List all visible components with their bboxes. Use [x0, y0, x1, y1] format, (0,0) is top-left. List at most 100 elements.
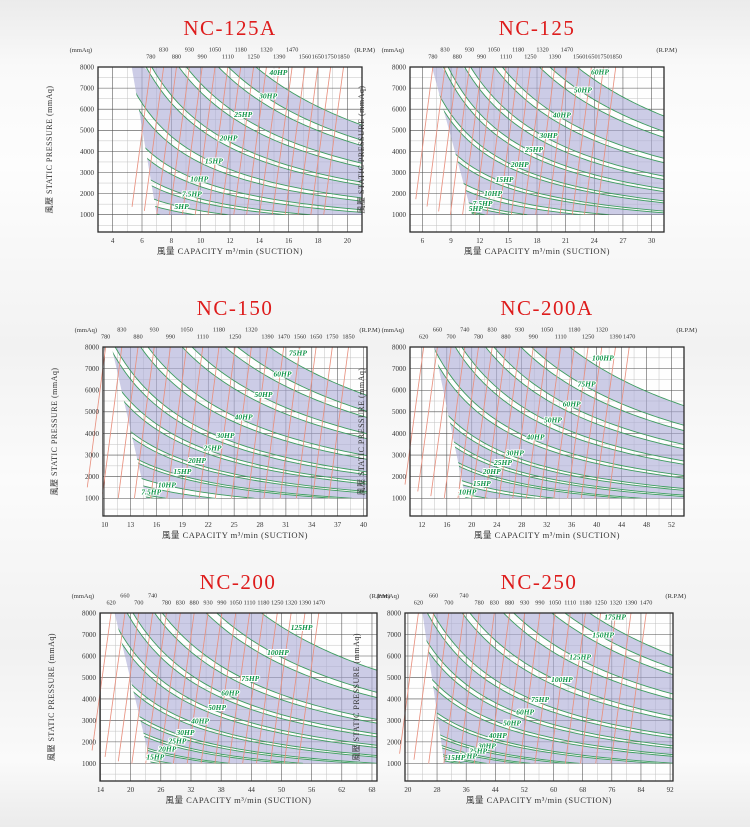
- rpm-lines: [131, 66, 344, 215]
- x-tick-label: 34: [308, 521, 316, 529]
- rpm-unit-label: (R.P.M): [665, 593, 686, 600]
- rpm-tick-label: 1250: [229, 334, 241, 341]
- hp-label: 25HP: [493, 458, 512, 467]
- rpm-tick-label: 1050: [549, 600, 561, 607]
- x-tick-label: 4: [111, 237, 115, 245]
- rpm-tick-label: 990: [166, 334, 175, 341]
- hp-label: 10HP: [458, 487, 476, 496]
- rpm-tick-label: 700: [446, 334, 455, 341]
- rpm-tick-label: 830: [159, 47, 168, 54]
- x-tick-label: 16: [443, 521, 451, 529]
- rpm-tick-label: 830: [176, 600, 185, 607]
- chart-title-nc-200: NC-200: [199, 570, 277, 594]
- rpm-tick-label: 1050: [230, 600, 242, 607]
- rpm-tick-label: 620: [106, 600, 115, 607]
- hp-bands: [434, 347, 684, 499]
- rpm-tick-label: 1560: [573, 54, 585, 61]
- x-tick-label: 10: [101, 521, 109, 529]
- rpm-tick-label: 1470: [640, 600, 652, 607]
- rpm-tick-label: 1250: [582, 334, 594, 341]
- hp-label: 15HP: [205, 157, 223, 166]
- hp-label: 30HP: [505, 449, 524, 458]
- rpm-tick-label: 700: [134, 600, 143, 607]
- hp-label: 60HP: [273, 369, 291, 378]
- x-tick-label: 38: [218, 786, 226, 794]
- y-tick-label: 4000: [392, 148, 407, 156]
- hp-label: 20HP: [219, 133, 238, 142]
- rpm-tick-label: 930: [465, 47, 474, 54]
- rpm-tick-label: 1180: [257, 600, 269, 607]
- hp-label: 30HP: [216, 431, 235, 440]
- y-axis-title: 風壓 STATIC PRESSURE (mmAq): [352, 633, 361, 761]
- rpm-tick-label: 880: [505, 600, 514, 607]
- y-tick-label: 7000: [82, 631, 97, 639]
- x-axis-title: 風量 CAPACITY m³/min (SUCTION): [162, 530, 308, 540]
- rpm-tick-label: 990: [529, 334, 538, 341]
- pressure-unit-label: (mmAq): [382, 47, 404, 54]
- hp-label: 100HP: [267, 648, 289, 657]
- y-tick-label: 5000: [387, 674, 402, 682]
- rpm-tick-label: 990: [198, 54, 207, 61]
- rpm-tick-label: 1650: [585, 54, 597, 61]
- y-tick-label: 3000: [392, 451, 407, 459]
- rpm-tick-label: 660: [120, 593, 129, 600]
- x-tick-label: 56: [308, 786, 316, 794]
- rpm-tick-label: 930: [515, 327, 524, 334]
- hp-label: 7.5HP: [473, 199, 493, 208]
- hp-label: 10HP: [484, 189, 502, 198]
- hp-label: 25HP: [167, 736, 186, 745]
- x-tick-label: 10: [197, 237, 205, 245]
- hp-label: 50HP: [503, 719, 521, 728]
- rpm-tick-label: 1560: [299, 54, 311, 61]
- x-tick-label: 52: [668, 521, 676, 529]
- hp-label: 7.5HP: [182, 189, 202, 198]
- rpm-tick-label: 1050: [180, 327, 192, 334]
- chart-title-nc-150: NC-150: [196, 296, 274, 320]
- hp-label: 7.5HP: [141, 487, 161, 496]
- x-tick-label: 12: [476, 237, 484, 245]
- hp-label: 150HP: [592, 631, 614, 640]
- x-tick-label: 9: [449, 237, 453, 245]
- rpm-tick-label: 1470: [623, 334, 635, 341]
- hp-label: 60HP: [563, 399, 581, 408]
- x-tick-label: 32: [543, 521, 551, 529]
- hp-label: 40HP: [488, 731, 507, 740]
- rpm-lines: [91, 612, 320, 764]
- y-tick-label: 3000: [387, 717, 402, 725]
- x-tick-label: 18: [315, 237, 323, 245]
- y-tick-label: 7000: [80, 84, 95, 92]
- pressure-unit-label: (mmAq): [72, 593, 94, 600]
- hp-label: 15HP: [173, 467, 191, 476]
- rpm-unit-label: (R.P.M): [676, 327, 697, 334]
- y-axis-title: 風壓 STATIC PRESSURE (mmAq): [357, 367, 366, 495]
- y-tick-label: 8000: [392, 343, 407, 351]
- x-tick-label: 14: [256, 237, 264, 245]
- y-tick-label: 8000: [82, 609, 97, 617]
- x-tick-label: 22: [205, 521, 213, 529]
- hp-label: 25HP: [203, 443, 222, 452]
- y-tick-label: 3000: [80, 169, 95, 177]
- chart-title-nc-200a: NC-200A: [500, 296, 594, 320]
- rpm-tick-label: 1320: [610, 600, 622, 607]
- x-axis-title: 風量 CAPACITY m³/min (SUCTION): [464, 246, 610, 256]
- hp-label: 40HP: [268, 68, 287, 77]
- hp-label: 15HP: [447, 753, 465, 762]
- rpm-tick-label: 1850: [337, 54, 349, 61]
- chart-nc-125: 60HP 50HP 40HP 30HP 25HP 20HP 15HP 10HP7.5HP5HP…: [357, 47, 677, 257]
- y-tick-label: 7000: [392, 365, 407, 373]
- hp-label: 175HP: [604, 613, 626, 622]
- hp-label: 100HP: [592, 354, 614, 363]
- hp-label: 50HP: [544, 416, 562, 425]
- rpm-tick-label: 1250: [247, 54, 259, 61]
- hp-label: 5HP: [469, 204, 484, 213]
- rpm-tick-label: 1390: [549, 54, 561, 61]
- x-tick-label: 25: [231, 521, 239, 529]
- x-tick-label: 6: [421, 237, 425, 245]
- x-tick-label: 20: [127, 786, 135, 794]
- y-axis-title: 風壓 STATIC PRESSURE (mmAq): [45, 85, 54, 213]
- rpm-lines: [404, 346, 630, 499]
- x-tick-label: 16: [153, 521, 161, 529]
- rpm-lines: [399, 612, 647, 764]
- y-tick-label: 6000: [392, 387, 407, 395]
- hp-label: 75HP: [578, 380, 596, 389]
